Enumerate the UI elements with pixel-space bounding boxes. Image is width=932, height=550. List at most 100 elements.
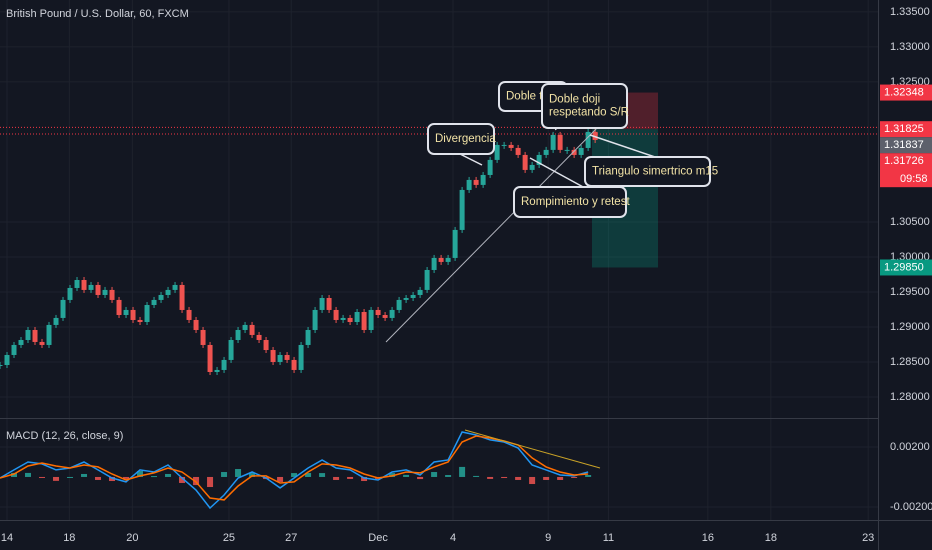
annotation-box	[584, 156, 711, 187]
annotation-text: Doble doji	[549, 94, 600, 106]
price-label-bg	[880, 84, 932, 101]
candle	[277, 354, 283, 362]
x-tick-label: 20	[126, 532, 138, 544]
divergence-line	[464, 429, 601, 469]
histogram-bar	[431, 472, 438, 477]
price-label-bg	[880, 259, 932, 276]
candle	[333, 309, 339, 320]
histogram-bar	[389, 473, 396, 477]
candle	[235, 329, 241, 341]
candle	[109, 289, 115, 300]
candle	[291, 359, 297, 370]
x-tick-label: 14	[1, 532, 13, 544]
candle	[165, 289, 171, 295]
candle	[389, 309, 395, 318]
price-label: 1.31825	[884, 123, 924, 135]
candle	[438, 257, 444, 262]
annotation-text: respetando S/R	[549, 107, 629, 119]
callout-arrow	[529, 157, 586, 189]
histogram-bar	[403, 474, 410, 477]
candle	[578, 147, 584, 155]
candle	[319, 297, 325, 310]
candle	[396, 299, 402, 310]
candle	[116, 299, 122, 316]
candle	[95, 284, 101, 295]
candle	[0, 364, 3, 366]
candle	[270, 350, 276, 362]
bar-countdown: 09:58	[900, 173, 928, 185]
histogram-bar	[39, 476, 46, 478]
candle	[18, 340, 24, 345]
x-tick-label: 23	[862, 532, 874, 544]
candle	[347, 317, 353, 323]
x-tick-label: 4	[450, 532, 456, 544]
y-tick-label: 0.00200	[890, 441, 930, 453]
histogram-bar	[529, 476, 536, 485]
annotation-text: Triangulo simertrico m15	[592, 166, 718, 178]
histogram-bar	[179, 476, 186, 483]
y-tick-label: -0.00200	[890, 501, 932, 513]
candle	[53, 317, 59, 325]
candle	[375, 309, 381, 316]
candle	[368, 309, 374, 330]
histogram-bar	[165, 473, 172, 477]
candle	[249, 324, 255, 335]
candle	[571, 149, 577, 155]
histogram-bar	[515, 476, 522, 480]
candle	[501, 144, 507, 146]
candle	[361, 311, 367, 330]
histogram-bar	[417, 476, 424, 480]
histogram-bar	[249, 473, 256, 477]
trend-line	[385, 124, 601, 343]
candle	[459, 189, 465, 230]
histogram-bar	[585, 475, 592, 477]
price-label: 1.31837	[884, 139, 924, 151]
candle	[529, 164, 535, 170]
histogram-bar	[11, 472, 18, 477]
candle	[193, 319, 199, 330]
candle	[410, 294, 416, 298]
candle	[466, 179, 472, 190]
histogram-bar	[67, 476, 74, 478]
candle	[221, 359, 227, 370]
candle	[522, 154, 528, 170]
candle	[137, 319, 143, 323]
candle	[417, 289, 423, 295]
candle	[340, 317, 346, 320]
candle	[172, 284, 178, 290]
histogram-bar	[571, 476, 578, 478]
candle	[256, 334, 262, 341]
annotation-box	[513, 186, 627, 218]
candle	[326, 297, 332, 310]
candle	[312, 309, 318, 330]
histogram-bar	[333, 476, 340, 480]
y-tick-label: 1.29500	[890, 286, 930, 298]
histogram-bar	[235, 469, 242, 477]
price-label: 1.29850	[884, 261, 924, 273]
price-label-bg	[880, 121, 932, 138]
candle	[557, 134, 563, 150]
candle	[543, 149, 549, 155]
candle	[431, 257, 437, 270]
histogram-bar	[151, 476, 158, 478]
candle	[88, 284, 94, 290]
y-tick-label: 1.33000	[890, 41, 930, 53]
candle	[452, 229, 458, 258]
histogram-bar	[137, 470, 144, 477]
price-label: 1.31726	[884, 155, 924, 167]
candle	[81, 279, 87, 290]
candle	[130, 309, 136, 320]
x-tick-label: 27	[285, 532, 297, 544]
x-tick-label: 18	[63, 532, 75, 544]
histogram-bar	[95, 476, 102, 480]
histogram-bar	[291, 473, 298, 477]
histogram-bar	[109, 476, 116, 482]
candle	[25, 329, 31, 341]
y-tick-label: 1.28000	[890, 391, 930, 403]
candle	[424, 269, 430, 290]
candle	[144, 304, 150, 323]
candle	[445, 257, 451, 262]
candle	[39, 341, 45, 345]
candle	[32, 329, 38, 342]
